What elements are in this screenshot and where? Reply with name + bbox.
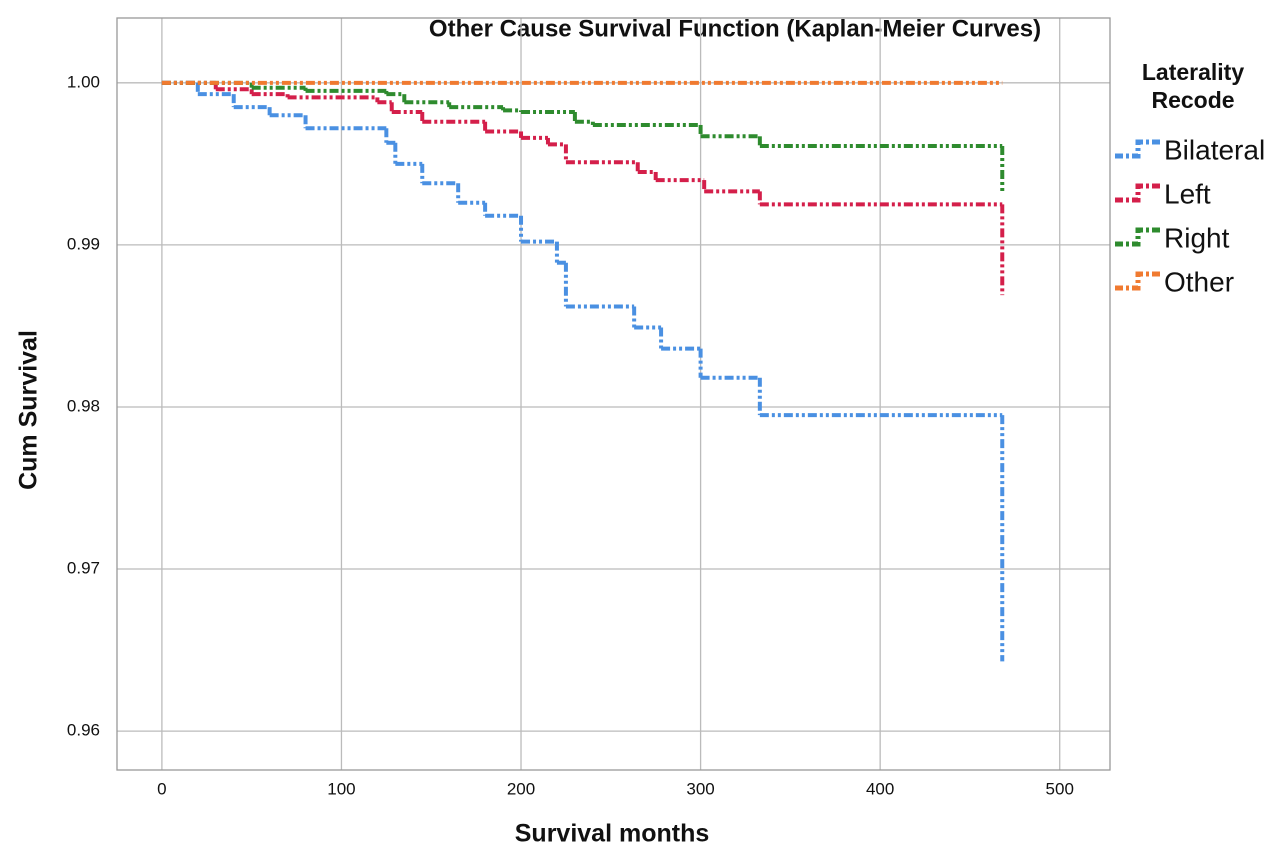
y-tick-label: 0.99	[67, 234, 100, 253]
legend-label: Right	[1164, 222, 1230, 253]
legend-swatch	[1115, 227, 1160, 247]
legend-label: Bilateral	[1164, 134, 1265, 165]
chart-title: Other Cause Survival Function (Kaplan-Me…	[429, 15, 1041, 42]
x-tick-label: 300	[686, 779, 714, 798]
legend-title: Laterality Recode	[1141, 59, 1245, 113]
plot-frame	[116, 17, 1111, 771]
y-tick-label: 0.97	[67, 559, 100, 578]
x-tick-label: 500	[1046, 779, 1074, 798]
x-tick-label: 400	[866, 779, 894, 798]
legend-swatch	[1115, 139, 1160, 159]
x-tick-label: 0	[157, 779, 166, 798]
legend-label: Left	[1164, 178, 1211, 209]
y-tick-label: 0.96	[67, 721, 100, 740]
legend-label: Other	[1164, 266, 1234, 297]
x-tick-label: 200	[507, 779, 535, 798]
x-tick-label: 100	[327, 779, 355, 798]
y-tick-label: 1.00	[67, 72, 100, 91]
x-axis-title: Survival months	[515, 820, 710, 848]
legend-swatch	[1115, 271, 1160, 291]
y-tick-label: 0.98	[67, 396, 100, 415]
y-axis-title: Cum Survival	[15, 330, 43, 490]
legend-swatch	[1115, 183, 1160, 203]
